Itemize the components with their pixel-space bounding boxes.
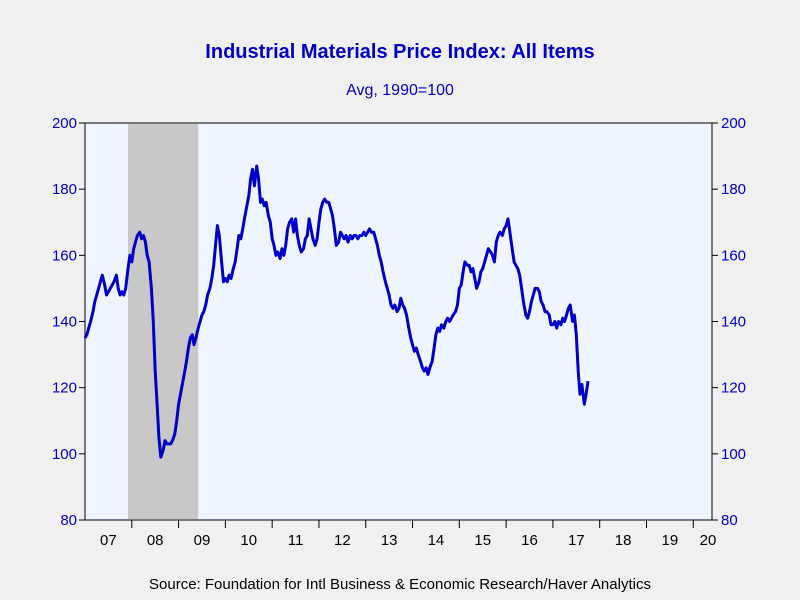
y-tick-label-left: 160 (52, 247, 77, 264)
x-tick-label: 18 (615, 532, 632, 549)
y-tick-label-right: 100 (721, 446, 746, 463)
x-tick-label: 17 (568, 532, 585, 549)
chart-subtitle: Avg, 1990=100 (346, 82, 454, 99)
y-tick-label-right: 140 (721, 314, 746, 331)
y-tick-label-right: 80 (721, 512, 738, 529)
x-tick-label: 07 (100, 532, 117, 549)
x-tick-label: 09 (194, 532, 211, 549)
y-tick-label-left: 100 (52, 446, 77, 463)
x-tick-label: 13 (381, 532, 398, 549)
y-tick-label-left: 140 (52, 314, 77, 331)
y-tick-label-right: 180 (721, 181, 746, 198)
y-tick-label-right: 160 (721, 247, 746, 264)
y-tick-label-right: 120 (721, 380, 746, 397)
x-tick-label: 11 (288, 532, 304, 549)
x-tick-label: 16 (521, 532, 538, 549)
x-tick-label: 14 (428, 532, 445, 549)
recession-band (128, 124, 199, 519)
x-tick-label: 15 (474, 532, 491, 549)
x-tick-label: 12 (334, 532, 351, 549)
source-note: Source: Foundation for Intl Business & E… (149, 576, 651, 593)
y-tick-label-left: 80 (60, 512, 77, 529)
x-tick-label: 08 (147, 532, 164, 549)
chart-title: Industrial Materials Price Index: All It… (205, 41, 594, 63)
y-tick-label-left: 200 (52, 115, 77, 132)
y-tick-label-left: 180 (52, 181, 77, 198)
x-tick-label: 19 (662, 532, 679, 549)
series-line (83, 164, 590, 459)
y-tick-label-right: 200 (721, 115, 746, 132)
y-tick-label-left: 120 (52, 380, 77, 397)
x-tick-label: 10 (240, 532, 257, 549)
x-tick-label: 20 (700, 532, 717, 549)
